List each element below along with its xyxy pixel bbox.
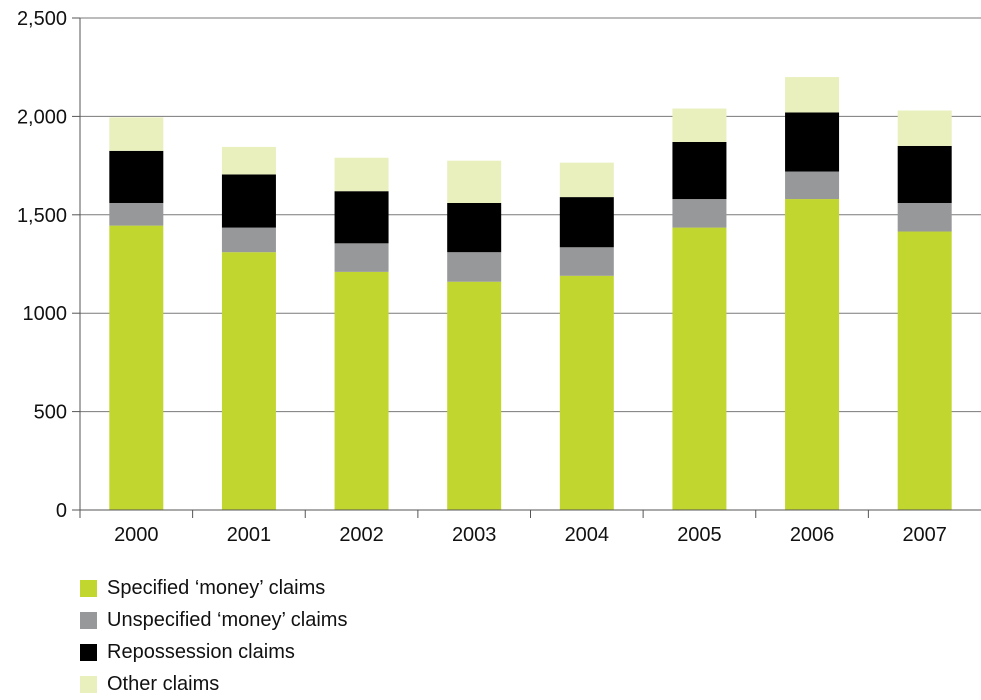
bar-segment bbox=[559, 247, 614, 276]
x-tick-label: 2004 bbox=[565, 524, 610, 546]
bar-segment bbox=[447, 160, 502, 203]
y-tick-label: 0 bbox=[56, 500, 67, 522]
legend-swatch-repossession bbox=[80, 643, 97, 661]
bar-segment bbox=[221, 146, 276, 175]
bar-segment bbox=[672, 199, 727, 228]
bar-segment bbox=[672, 108, 727, 142]
y-tick-label: 2,500 bbox=[17, 8, 67, 30]
bar-segment bbox=[785, 171, 840, 200]
legend-label-specified-money: Specified ‘money’ claims bbox=[107, 576, 326, 599]
bar-segment bbox=[334, 157, 389, 192]
bar-segment bbox=[334, 191, 389, 244]
bar-segment bbox=[447, 281, 502, 510]
bar-segment bbox=[334, 271, 389, 510]
legend-item-repossession: Repossession claims bbox=[80, 636, 347, 668]
legend-swatch-specified-money bbox=[80, 579, 97, 597]
y-tick-label: 1000 bbox=[23, 303, 68, 325]
x-tick-label: 2007 bbox=[902, 524, 947, 546]
bar-segment bbox=[672, 141, 727, 200]
bar-segment bbox=[785, 112, 840, 172]
legend: Specified ‘money’ claims Unspecified ‘mo… bbox=[80, 572, 347, 700]
bar-segment bbox=[447, 252, 502, 282]
bar-segment bbox=[785, 77, 840, 113]
bar-segment bbox=[897, 145, 952, 203]
bar-segment bbox=[221, 252, 276, 510]
y-tick-label: 2,000 bbox=[17, 106, 67, 128]
x-tick-label: 2003 bbox=[452, 524, 497, 546]
bar-segment bbox=[109, 150, 164, 203]
legend-label-repossession: Repossession claims bbox=[107, 640, 295, 663]
y-tick-label: 1,500 bbox=[17, 205, 67, 227]
x-tick-label: 2000 bbox=[114, 524, 159, 546]
bar-segment bbox=[785, 199, 840, 510]
x-tick-label: 2002 bbox=[339, 524, 384, 546]
bar-segment bbox=[447, 202, 502, 253]
bar-segment bbox=[559, 197, 614, 248]
bar-segment bbox=[559, 162, 614, 198]
bar-segment bbox=[897, 110, 952, 146]
bar-segment bbox=[221, 227, 276, 253]
legend-item-unspecified-money: Unspecified ‘money’ claims bbox=[80, 604, 347, 636]
stacked-bar-chart: 0 500 1000 1,500 2,000 2,500 2000 2001 2002 2003 2… bbox=[17, 8, 981, 546]
legend-label-other: Other claims bbox=[107, 672, 220, 695]
bar-segment bbox=[897, 231, 952, 510]
x-tick-label: 2005 bbox=[677, 524, 722, 546]
legend-item-specified-money: Specified ‘money’ claims bbox=[80, 572, 347, 604]
bar-segment bbox=[221, 174, 276, 228]
bar-segment bbox=[109, 117, 164, 151]
y-tick-label: 500 bbox=[34, 402, 67, 424]
bar-segment bbox=[897, 202, 952, 232]
x-tick-label: 2001 bbox=[227, 524, 272, 546]
legend-swatch-unspecified-money bbox=[80, 611, 97, 629]
bar-segment bbox=[559, 275, 614, 510]
legend-label-unspecified-money: Unspecified ‘money’ claims bbox=[107, 608, 348, 631]
x-tick-label: 2006 bbox=[790, 524, 835, 546]
legend-swatch-other bbox=[80, 675, 97, 693]
bar-segment bbox=[109, 202, 164, 226]
legend-item-other: Other claims bbox=[80, 668, 347, 700]
bar-segment bbox=[334, 243, 389, 272]
bar-segment bbox=[672, 227, 727, 511]
bar-segment bbox=[109, 225, 164, 510]
